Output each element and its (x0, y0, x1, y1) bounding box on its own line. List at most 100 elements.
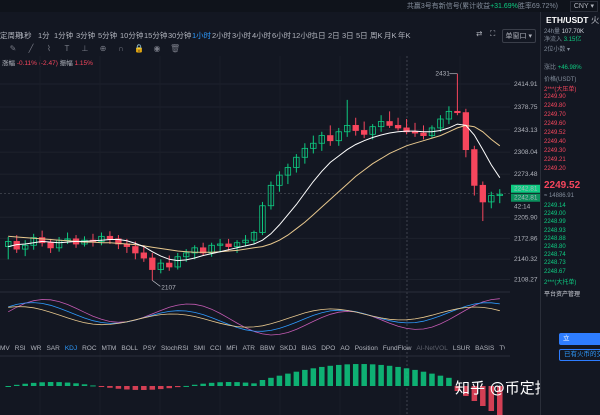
bid-price[interactable]: 2248.93 (544, 227, 566, 234)
interval-tab[interactable]: 30分钟 (168, 31, 192, 40)
interval-tab[interactable]: 3分钟 (76, 31, 96, 40)
stat-volume-value: 107.70K (561, 29, 585, 35)
currency-select[interactable]: CNY ▾ (569, 1, 598, 12)
histogram-bar (242, 382, 249, 386)
ask-price[interactable]: 2249.60 (544, 121, 566, 127)
interval-tab[interactable]: 3日 (342, 31, 354, 40)
compare-icon[interactable]: ⇄ (476, 29, 483, 38)
indicator-tab[interactable]: AI-NetVOL (416, 345, 448, 352)
histogram-bar (361, 364, 367, 386)
candle-body (208, 244, 215, 254)
indicator-tab[interactable]: AO (340, 345, 350, 352)
indicator-tab[interactable]: SAR (46, 345, 60, 352)
histogram-bar (5, 386, 11, 387)
indicator-tab[interactable]: BBW (259, 345, 275, 352)
interval-tab[interactable]: 10分钟 (120, 31, 144, 40)
histogram-bar (98, 386, 105, 387)
indicator-tab[interactable]: MV (0, 345, 10, 352)
change-label: 涨幅 (2, 60, 15, 67)
bid-price[interactable]: 2249.14 (544, 203, 566, 209)
interval-tab[interactable]: 3小时 (232, 31, 252, 40)
indicator-tab[interactable]: SKDJ (279, 345, 297, 352)
indicator-tab[interactable]: ATR (242, 345, 255, 352)
interval-tab[interactable]: 1分 (38, 31, 50, 40)
interval-tab[interactable]: 1秒 (20, 31, 32, 40)
candle-body (394, 124, 402, 129)
magnet-icon[interactable]: ∩ (118, 44, 124, 53)
lock-icon[interactable]: 🔒 (134, 44, 144, 53)
candle-body (38, 237, 46, 244)
ruler-icon[interactable]: ⊥ (81, 44, 89, 53)
candle-body (132, 246, 139, 254)
interval-tab[interactable]: 年K (398, 31, 411, 40)
indicator-tab[interactable]: TVolume (499, 345, 505, 352)
fullscreen-icon[interactable]: ⛶ (490, 29, 496, 38)
indicator-tab[interactable]: MTM (101, 345, 117, 352)
interval-tab[interactable]: 5日 (356, 31, 368, 40)
histogram-bar (107, 386, 113, 388)
bid-price[interactable]: 2248.67 (544, 268, 566, 275)
indicator-tab[interactable]: FundFlow (382, 345, 412, 352)
ask-price[interactable]: 2249.52 (544, 130, 566, 136)
interval-tab[interactable]: 4小时 (252, 31, 272, 40)
bid-price[interactable]: 2248.88 (544, 235, 566, 242)
indicator-tab[interactable]: Position (354, 345, 378, 352)
price-chart[interactable]: 2431 2107 2414.91 2378.75 2343.13 2308.04 2273… (0, 56, 540, 415)
bid-price[interactable]: 2249.00 (544, 211, 566, 218)
indicator-tab[interactable]: KDJ (64, 345, 78, 352)
indicator-tab[interactable]: CCI (210, 345, 222, 352)
text-icon[interactable]: T (64, 44, 70, 53)
interval-tab[interactable]: 月K (384, 31, 397, 40)
candle-body (386, 121, 393, 126)
pencil-icon[interactable]: ✎ (9, 44, 17, 53)
bid-price[interactable]: 2248.99 (544, 219, 566, 226)
interval-tab[interactable]: 1日 (314, 31, 326, 40)
interval-tab[interactable]: 2小时 (212, 31, 232, 40)
signal-notice[interactable]: 共赢3号有新信号(累计收益+31.69%胜率69.72%) (407, 1, 558, 11)
indicator-tab[interactable]: SMI (193, 345, 206, 352)
layout-select[interactable]: 单窗口 ▾ (501, 29, 536, 43)
bid-price[interactable]: 2248.74 (544, 252, 566, 259)
interval-tab[interactable]: 15分钟 (144, 31, 168, 40)
indicator-tab[interactable]: BIAS (301, 345, 317, 352)
primary-action-button[interactable]: 立 (559, 333, 600, 345)
indicator-tab[interactable]: WR (30, 345, 42, 352)
pair-title[interactable]: ETH/USDT 火币 (546, 14, 600, 26)
precision-select[interactable]: 2位小数 ▾ (544, 47, 571, 53)
interval-tab[interactable]: 6小时 (272, 31, 292, 40)
ask-price[interactable]: 2249.30 (544, 148, 566, 154)
candle-body (174, 256, 181, 268)
trash-icon[interactable]: 🗑 (170, 44, 181, 53)
zoom-in-icon[interactable]: ⊕ (99, 44, 107, 53)
indicator-tab[interactable]: BASIS (475, 345, 495, 352)
interval-tab[interactable]: 5分钟 (98, 31, 118, 40)
bid-price[interactable]: 2248.80 (544, 244, 566, 250)
brush-icon[interactable]: ⌇ (47, 44, 51, 53)
trend-line-icon[interactable]: ╱ (28, 44, 34, 53)
ask-price[interactable]: 2249.80 (544, 103, 566, 109)
ask-price[interactable]: 2249.70 (544, 112, 566, 118)
ask-price[interactable]: 2249.20 (544, 166, 566, 172)
interval-tab[interactable]: 定周期 (0, 31, 23, 40)
indicator-tab[interactable]: MFI (226, 345, 238, 352)
ask-price[interactable]: 2249.40 (544, 139, 566, 145)
indicator-tab[interactable]: LSUR (452, 345, 471, 352)
interval-tab[interactable]: 2日 (328, 31, 340, 40)
indicator-tab[interactable]: PSY (142, 345, 156, 352)
interval-tab[interactable]: 12小时 (292, 31, 316, 40)
interval-tab[interactable]: 1小时 (192, 31, 212, 40)
asset-management[interactable]: 平台资产管理 (544, 292, 581, 298)
bid-price[interactable]: 2248.73 (544, 260, 566, 267)
interval-tab[interactable]: 1分钟 (54, 31, 74, 40)
ask-price[interactable]: 2249.90 (544, 94, 566, 100)
interval-tab[interactable]: 周K (370, 31, 383, 40)
indicator-tab[interactable]: RSI (14, 345, 26, 352)
indicator-tab[interactable]: StochRSI (161, 345, 189, 352)
indicator-tab[interactable]: ROC (82, 345, 97, 352)
indicator-tab[interactable]: BOLL (121, 345, 138, 352)
candle-body (361, 130, 368, 135)
indicator-tab[interactable]: DPO (321, 345, 336, 352)
existing-account-button[interactable]: 已有火币的交易 (559, 349, 600, 361)
ask-price[interactable]: 2249.21 (544, 157, 566, 163)
eye-icon[interactable]: ◉ (153, 44, 161, 53)
